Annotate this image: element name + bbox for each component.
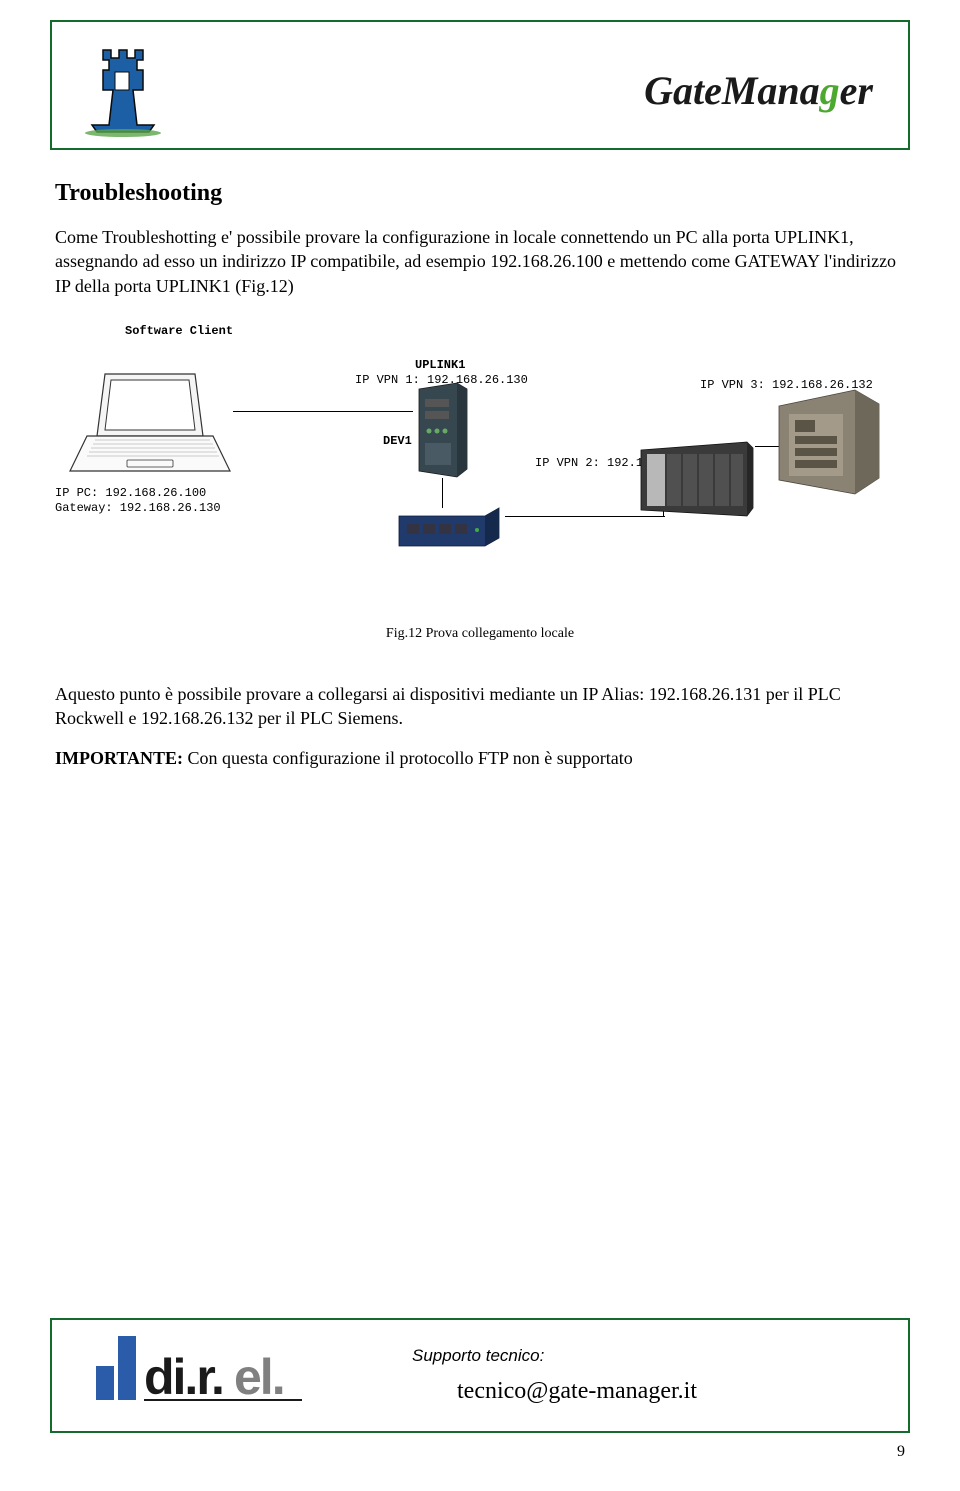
label-software-client: Software Client [125, 324, 233, 338]
figure-caption: Fig.12 Prova collegamento locale [55, 626, 905, 642]
label-dev1: DEV1 [383, 434, 412, 448]
footer-email: tecnico@gate-manager.it [457, 1378, 697, 1405]
svg-text:di.r.: di.r. [144, 1349, 223, 1405]
footer-logo: di.r. el. [92, 1322, 312, 1417]
header-logo [77, 30, 187, 145]
title-part2: g [820, 68, 840, 113]
switch-icon [395, 504, 505, 552]
footer-frame: di.r. el. Supporto tecnico: tecnico@gate… [50, 1318, 910, 1433]
title-part1: GateMana [644, 68, 820, 113]
direl-logo-icon: di.r. el. [92, 1322, 312, 1412]
header-title: GateManager [644, 67, 873, 114]
footer-support-label: Supporto tecnico: [412, 1346, 544, 1366]
plc-rockwell-icon [637, 436, 757, 521]
svg-text:el.: el. [234, 1349, 284, 1405]
page-content: Troubleshooting Come Troubleshotting e' … [55, 180, 905, 787]
outcome-paragraph: Aquesto punto è possibile provare a coll… [55, 682, 905, 731]
important-label: IMPORTANTE: [55, 748, 183, 768]
network-diagram: Software Client IP PC: 192.168.26.100 Ga… [55, 316, 905, 616]
sitemanager-icon [413, 381, 473, 481]
header-frame: GateManager [50, 20, 910, 150]
label-ip-pc: IP PC: 192.168.26.100 [55, 486, 206, 500]
laptop-icon [65, 366, 235, 481]
important-text: Con questa configurazione il protocollo … [183, 748, 633, 768]
connector-line [233, 411, 413, 412]
intro-paragraph: Come Troubleshotting e' possibile provar… [55, 225, 905, 298]
title-part3: er [840, 68, 873, 113]
label-gateway: Gateway: 192.168.26.130 [55, 501, 221, 515]
label-uplink1: UPLINK1 [415, 358, 465, 372]
plc-siemens-icon [775, 386, 885, 496]
castle-tower-icon [77, 30, 187, 140]
page-number: 9 [897, 1443, 905, 1461]
section-heading: Troubleshooting [55, 180, 905, 207]
important-note: IMPORTANTE: Con questa configurazione il… [55, 746, 905, 770]
